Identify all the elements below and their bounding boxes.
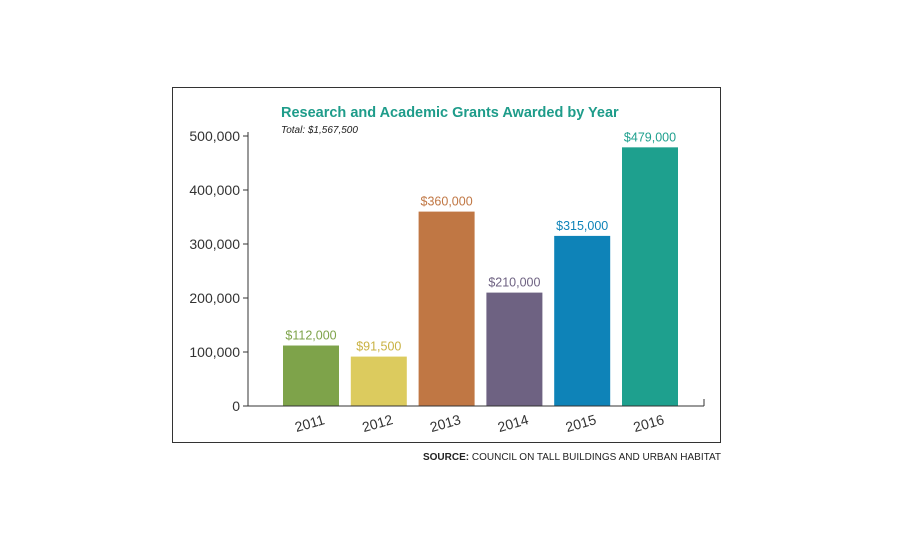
x-axis: 2011 2012 2013 2014 2015 2016 (248, 399, 705, 435)
source-prefix: SOURCE: (422, 452, 470, 463)
y-tick-label: 300,000 (189, 236, 240, 252)
data-label-2016: $479,000 (624, 130, 676, 144)
y-tick-label: 0 (232, 398, 240, 414)
bars: $112,000 $91,500 $360,000 $210,000 $315,000 $… (283, 130, 678, 406)
data-label-2012: $91,500 (356, 340, 401, 354)
x-tick-label-2011: 2011 (293, 411, 327, 435)
bar-2011 (283, 345, 339, 406)
x-tick-label-2013: 2013 (428, 411, 463, 435)
source-text: COUNCIL ON TALL BUILDINGS AND URBAN HABI… (471, 452, 721, 463)
x-tick-label-2015: 2015 (564, 411, 599, 435)
data-label-2014: $210,000 (488, 276, 540, 290)
data-label-2013: $360,000 (421, 195, 473, 209)
bar-2014 (486, 292, 543, 406)
y-tick-label: 500,000 (189, 128, 240, 144)
chart-subtitle: Total: $1,567,500 (281, 125, 358, 136)
x-tick-label-2012: 2012 (360, 411, 395, 435)
chart-title: Research and Academic Grants Awarded by … (281, 105, 619, 121)
y-tick-label: 400,000 (189, 182, 240, 198)
y-tick-label: 100,000 (189, 344, 240, 360)
bar-2016 (622, 147, 678, 406)
bar-2015 (554, 235, 611, 406)
source-note: SOURCE: COUNCIL ON TALL BUILDINGS AND UR… (172, 452, 721, 463)
x-tick-label-2014: 2014 (496, 411, 531, 435)
y-axis: 0 100,000 200,000 300,000 400,000 500,000 (189, 128, 249, 414)
y-tick-label: 200,000 (189, 290, 240, 306)
bar-2013 (418, 211, 475, 406)
x-tick-label-2016: 2016 (631, 411, 666, 435)
data-label-2015: $315,000 (556, 219, 608, 233)
bar-2012 (350, 356, 407, 406)
data-label-2011: $112,000 (285, 329, 336, 343)
